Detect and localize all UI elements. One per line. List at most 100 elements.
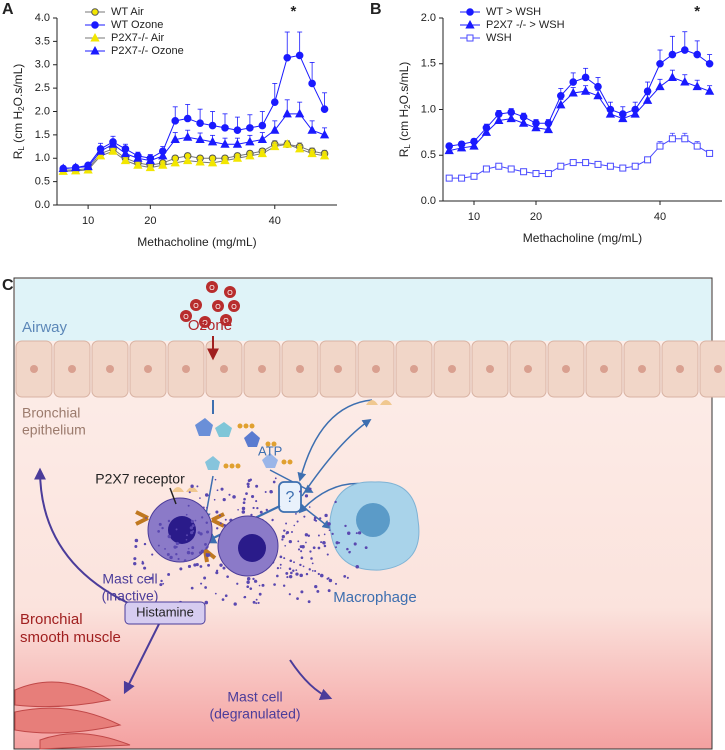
ozone-atom	[228, 300, 240, 312]
marker	[319, 129, 330, 139]
granule	[159, 583, 163, 587]
ozone-atom-label: O	[223, 318, 229, 325]
marker	[482, 165, 490, 173]
macrophage-label: Macrophage	[333, 589, 416, 606]
epithelium-label: Bronchial	[22, 405, 80, 421]
granule	[237, 508, 239, 511]
granule	[194, 519, 197, 522]
granule	[185, 538, 188, 541]
granule	[290, 571, 293, 575]
granule	[175, 553, 178, 556]
granule	[246, 482, 250, 486]
marker	[618, 113, 628, 123]
granule	[219, 522, 222, 525]
marker	[569, 159, 577, 167]
marker	[458, 174, 466, 182]
granule	[296, 520, 299, 523]
y-axis-label-part: R	[397, 148, 411, 157]
marker	[145, 155, 155, 165]
granule	[315, 519, 318, 522]
marker	[83, 161, 93, 171]
granule	[199, 565, 203, 568]
granule	[344, 524, 347, 528]
marker	[656, 142, 664, 150]
marker	[557, 91, 565, 100]
marker	[232, 153, 243, 162]
granule	[255, 598, 258, 601]
granule	[326, 553, 329, 556]
granule	[279, 555, 283, 559]
marker	[456, 142, 467, 152]
granule	[222, 498, 226, 502]
ozone-atom-label: O	[183, 314, 189, 321]
marker	[481, 127, 492, 136]
granule	[301, 544, 305, 549]
granule	[204, 600, 209, 605]
y-axis-label: RL (cm H2O.s/mL)	[11, 64, 26, 160]
granule	[282, 584, 286, 587]
granule	[179, 567, 183, 571]
granule	[224, 518, 227, 521]
marker	[307, 148, 317, 158]
granule	[141, 561, 145, 565]
y-tick-label: 0.5	[421, 149, 436, 161]
cell-nucleus	[372, 365, 380, 373]
marker	[581, 73, 590, 82]
legend-label: P2X7-/- Air	[111, 32, 165, 44]
granule	[274, 477, 277, 480]
granule	[261, 583, 265, 587]
marker	[232, 139, 243, 148]
granule	[204, 493, 209, 497]
granule	[190, 551, 194, 555]
granule	[216, 489, 219, 492]
granule	[289, 559, 293, 563]
granule	[297, 548, 301, 551]
marker	[233, 126, 242, 134]
granules	[133, 477, 368, 606]
granule	[241, 510, 246, 514]
granule	[265, 508, 269, 512]
legend-label: WT Air	[111, 6, 144, 18]
marker	[469, 141, 479, 150]
granule	[175, 528, 178, 531]
ozone-atom	[212, 300, 224, 312]
ozone-atom-label: O	[215, 304, 221, 311]
granule	[143, 566, 147, 570]
legend-label: WT Ozone	[111, 19, 163, 31]
marker	[295, 51, 304, 60]
granule	[187, 504, 190, 507]
granule	[247, 485, 250, 488]
marker	[320, 105, 329, 113]
granule	[326, 577, 329, 580]
marker	[90, 32, 100, 42]
marker	[108, 139, 118, 148]
granule	[250, 513, 253, 516]
granule	[295, 572, 299, 576]
granule	[353, 542, 357, 546]
ozone-atom	[224, 286, 236, 298]
granule	[334, 582, 338, 585]
y-tick-label: 1.0	[35, 152, 50, 164]
granule	[346, 547, 349, 551]
marker	[681, 135, 689, 143]
y-tick-label: 1.0	[421, 103, 436, 115]
granule	[236, 582, 239, 585]
marker	[680, 77, 690, 86]
granule	[190, 519, 194, 524]
granule	[257, 601, 260, 605]
marker	[295, 108, 305, 118]
granule	[215, 569, 219, 572]
granule	[303, 515, 306, 518]
x-tick-label: 40	[269, 215, 281, 227]
marker	[557, 162, 565, 170]
marker	[668, 135, 676, 143]
y-axis-label-part: 2	[17, 106, 26, 111]
granule	[283, 529, 286, 532]
marker	[494, 115, 504, 124]
granule	[320, 541, 323, 544]
macrophage-nucleus	[356, 503, 390, 537]
granule	[190, 484, 194, 488]
granule	[317, 546, 321, 550]
granule	[192, 530, 195, 533]
granule	[295, 569, 298, 572]
